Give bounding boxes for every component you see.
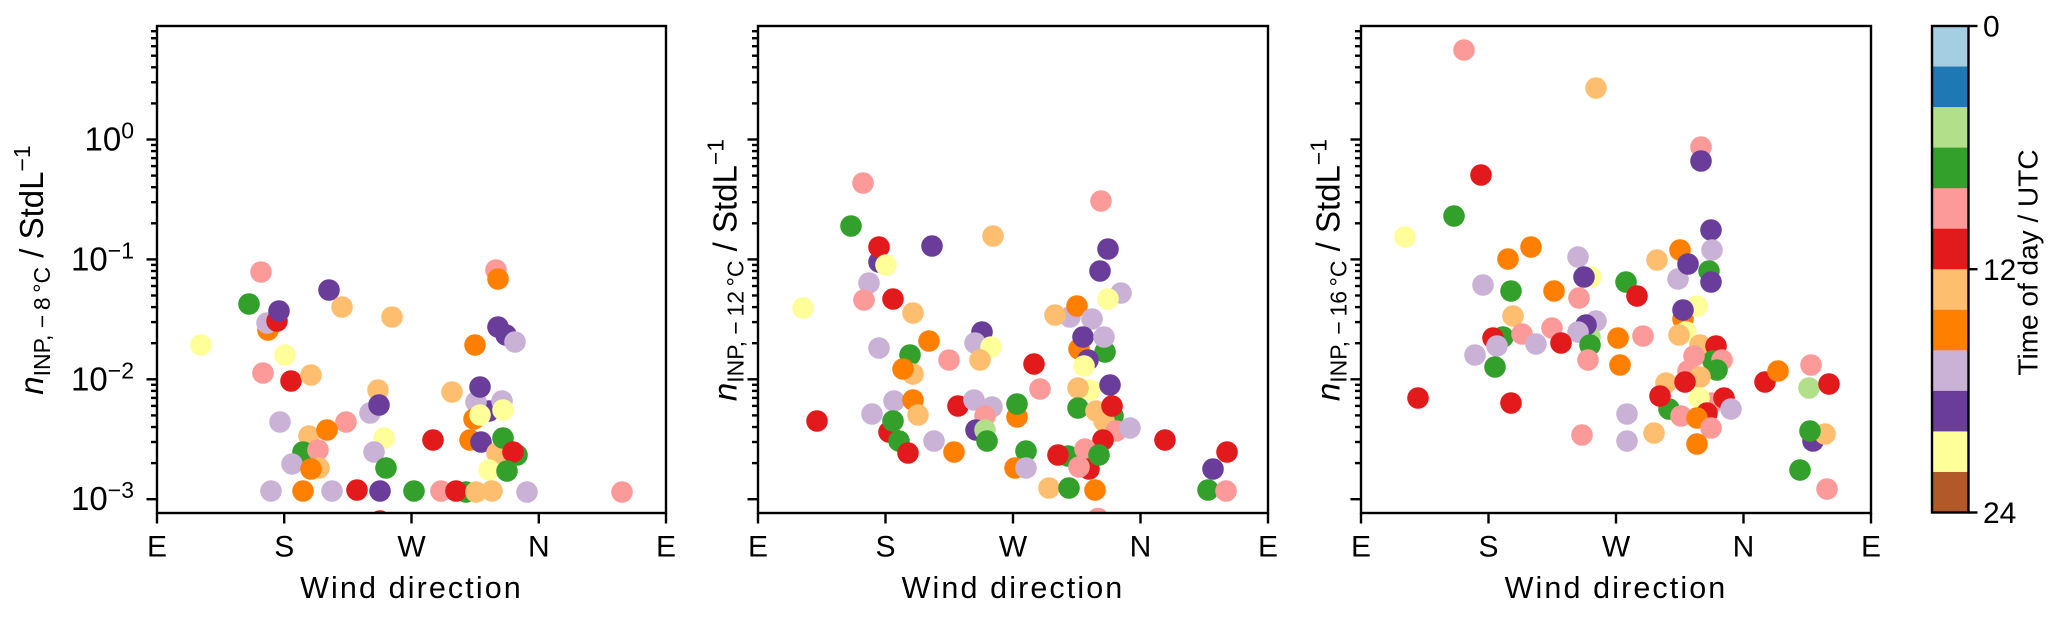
svg-text:nINP, − 16 °C / StdL−1: nINP, − 16 °C / StdL−1 — [1306, 139, 1352, 401]
svg-text:Wind direction: Wind direction — [902, 571, 1125, 605]
svg-text:S: S — [1478, 531, 1498, 564]
svg-text:N: N — [1733, 531, 1755, 564]
svg-text:N: N — [528, 531, 550, 564]
svg-text:nINP, − 8 °C / StdL−1: nINP, − 8 °C / StdL−1 — [9, 145, 55, 394]
svg-text:W: W — [397, 531, 426, 564]
svg-text:0: 0 — [1983, 11, 2000, 44]
svg-text:E: E — [1351, 531, 1371, 564]
svg-text:E: E — [1861, 531, 1881, 564]
svg-text:E: E — [748, 531, 768, 564]
svg-text:S: S — [875, 531, 895, 564]
svg-text:E: E — [147, 531, 167, 564]
svg-text:Wind direction: Wind direction — [1505, 571, 1728, 605]
svg-text:W: W — [1602, 531, 1631, 564]
svg-text:E: E — [1258, 531, 1278, 564]
svg-text:Wind direction: Wind direction — [300, 571, 523, 605]
svg-text:24: 24 — [1983, 497, 2016, 530]
svg-text:E: E — [656, 531, 676, 564]
svg-text:nINP, − 12 °C / StdL−1: nINP, − 12 °C / StdL−1 — [703, 139, 749, 401]
svg-text:S: S — [274, 531, 294, 564]
svg-text:Time of day / UTC: Time of day / UTC — [2013, 149, 2044, 375]
svg-text:12: 12 — [1983, 254, 2016, 287]
svg-text:N: N — [1130, 531, 1152, 564]
svg-text:W: W — [999, 531, 1028, 564]
